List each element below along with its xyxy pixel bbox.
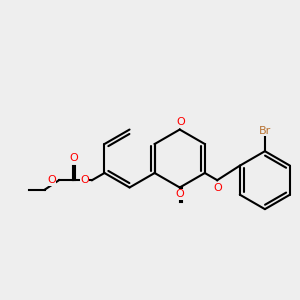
Text: O: O bbox=[176, 117, 185, 127]
Text: O: O bbox=[69, 153, 78, 164]
Text: O: O bbox=[47, 175, 56, 185]
Text: O: O bbox=[176, 189, 184, 199]
Text: O: O bbox=[214, 183, 222, 193]
Text: O: O bbox=[80, 175, 89, 185]
Text: Br: Br bbox=[259, 126, 271, 136]
